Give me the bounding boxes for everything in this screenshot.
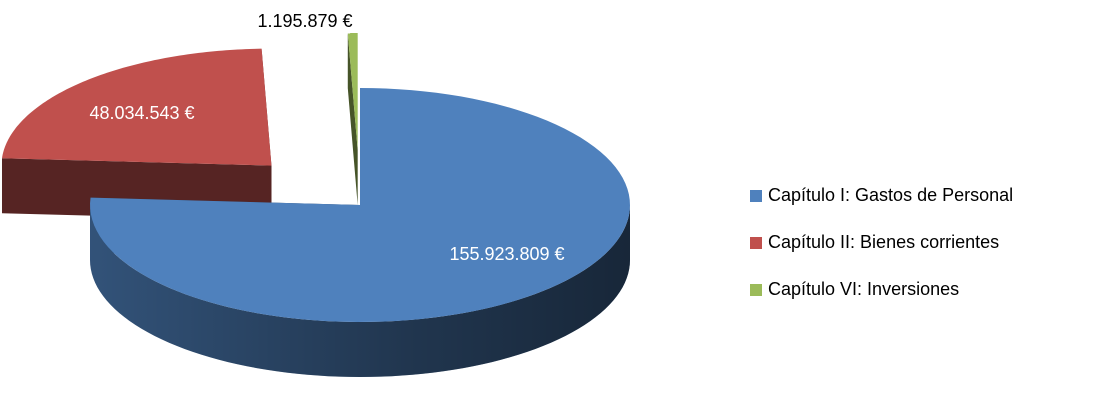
legend-swatch xyxy=(750,284,762,296)
legend-label: Capítulo I: Gastos de Personal xyxy=(768,185,1013,205)
legend-label: Capítulo VI: Inversiones xyxy=(768,279,959,299)
pie-slice xyxy=(1,48,272,221)
pie-slice xyxy=(347,33,358,206)
data-label: 48.034.543 € xyxy=(89,103,194,123)
slice-radial-face xyxy=(347,33,358,206)
slice-top xyxy=(1,48,272,166)
data-label: 155.923.809 € xyxy=(449,244,564,264)
pie-slice xyxy=(90,88,630,377)
data-label: 1.195.879 € xyxy=(257,11,352,31)
slice-top xyxy=(347,33,358,151)
slice-top xyxy=(90,88,630,322)
legend-swatch xyxy=(750,190,762,202)
legend-label: Capítulo II: Bienes corrientes xyxy=(768,232,999,252)
slice-side-shade xyxy=(90,205,630,377)
legend-swatch xyxy=(750,237,762,249)
